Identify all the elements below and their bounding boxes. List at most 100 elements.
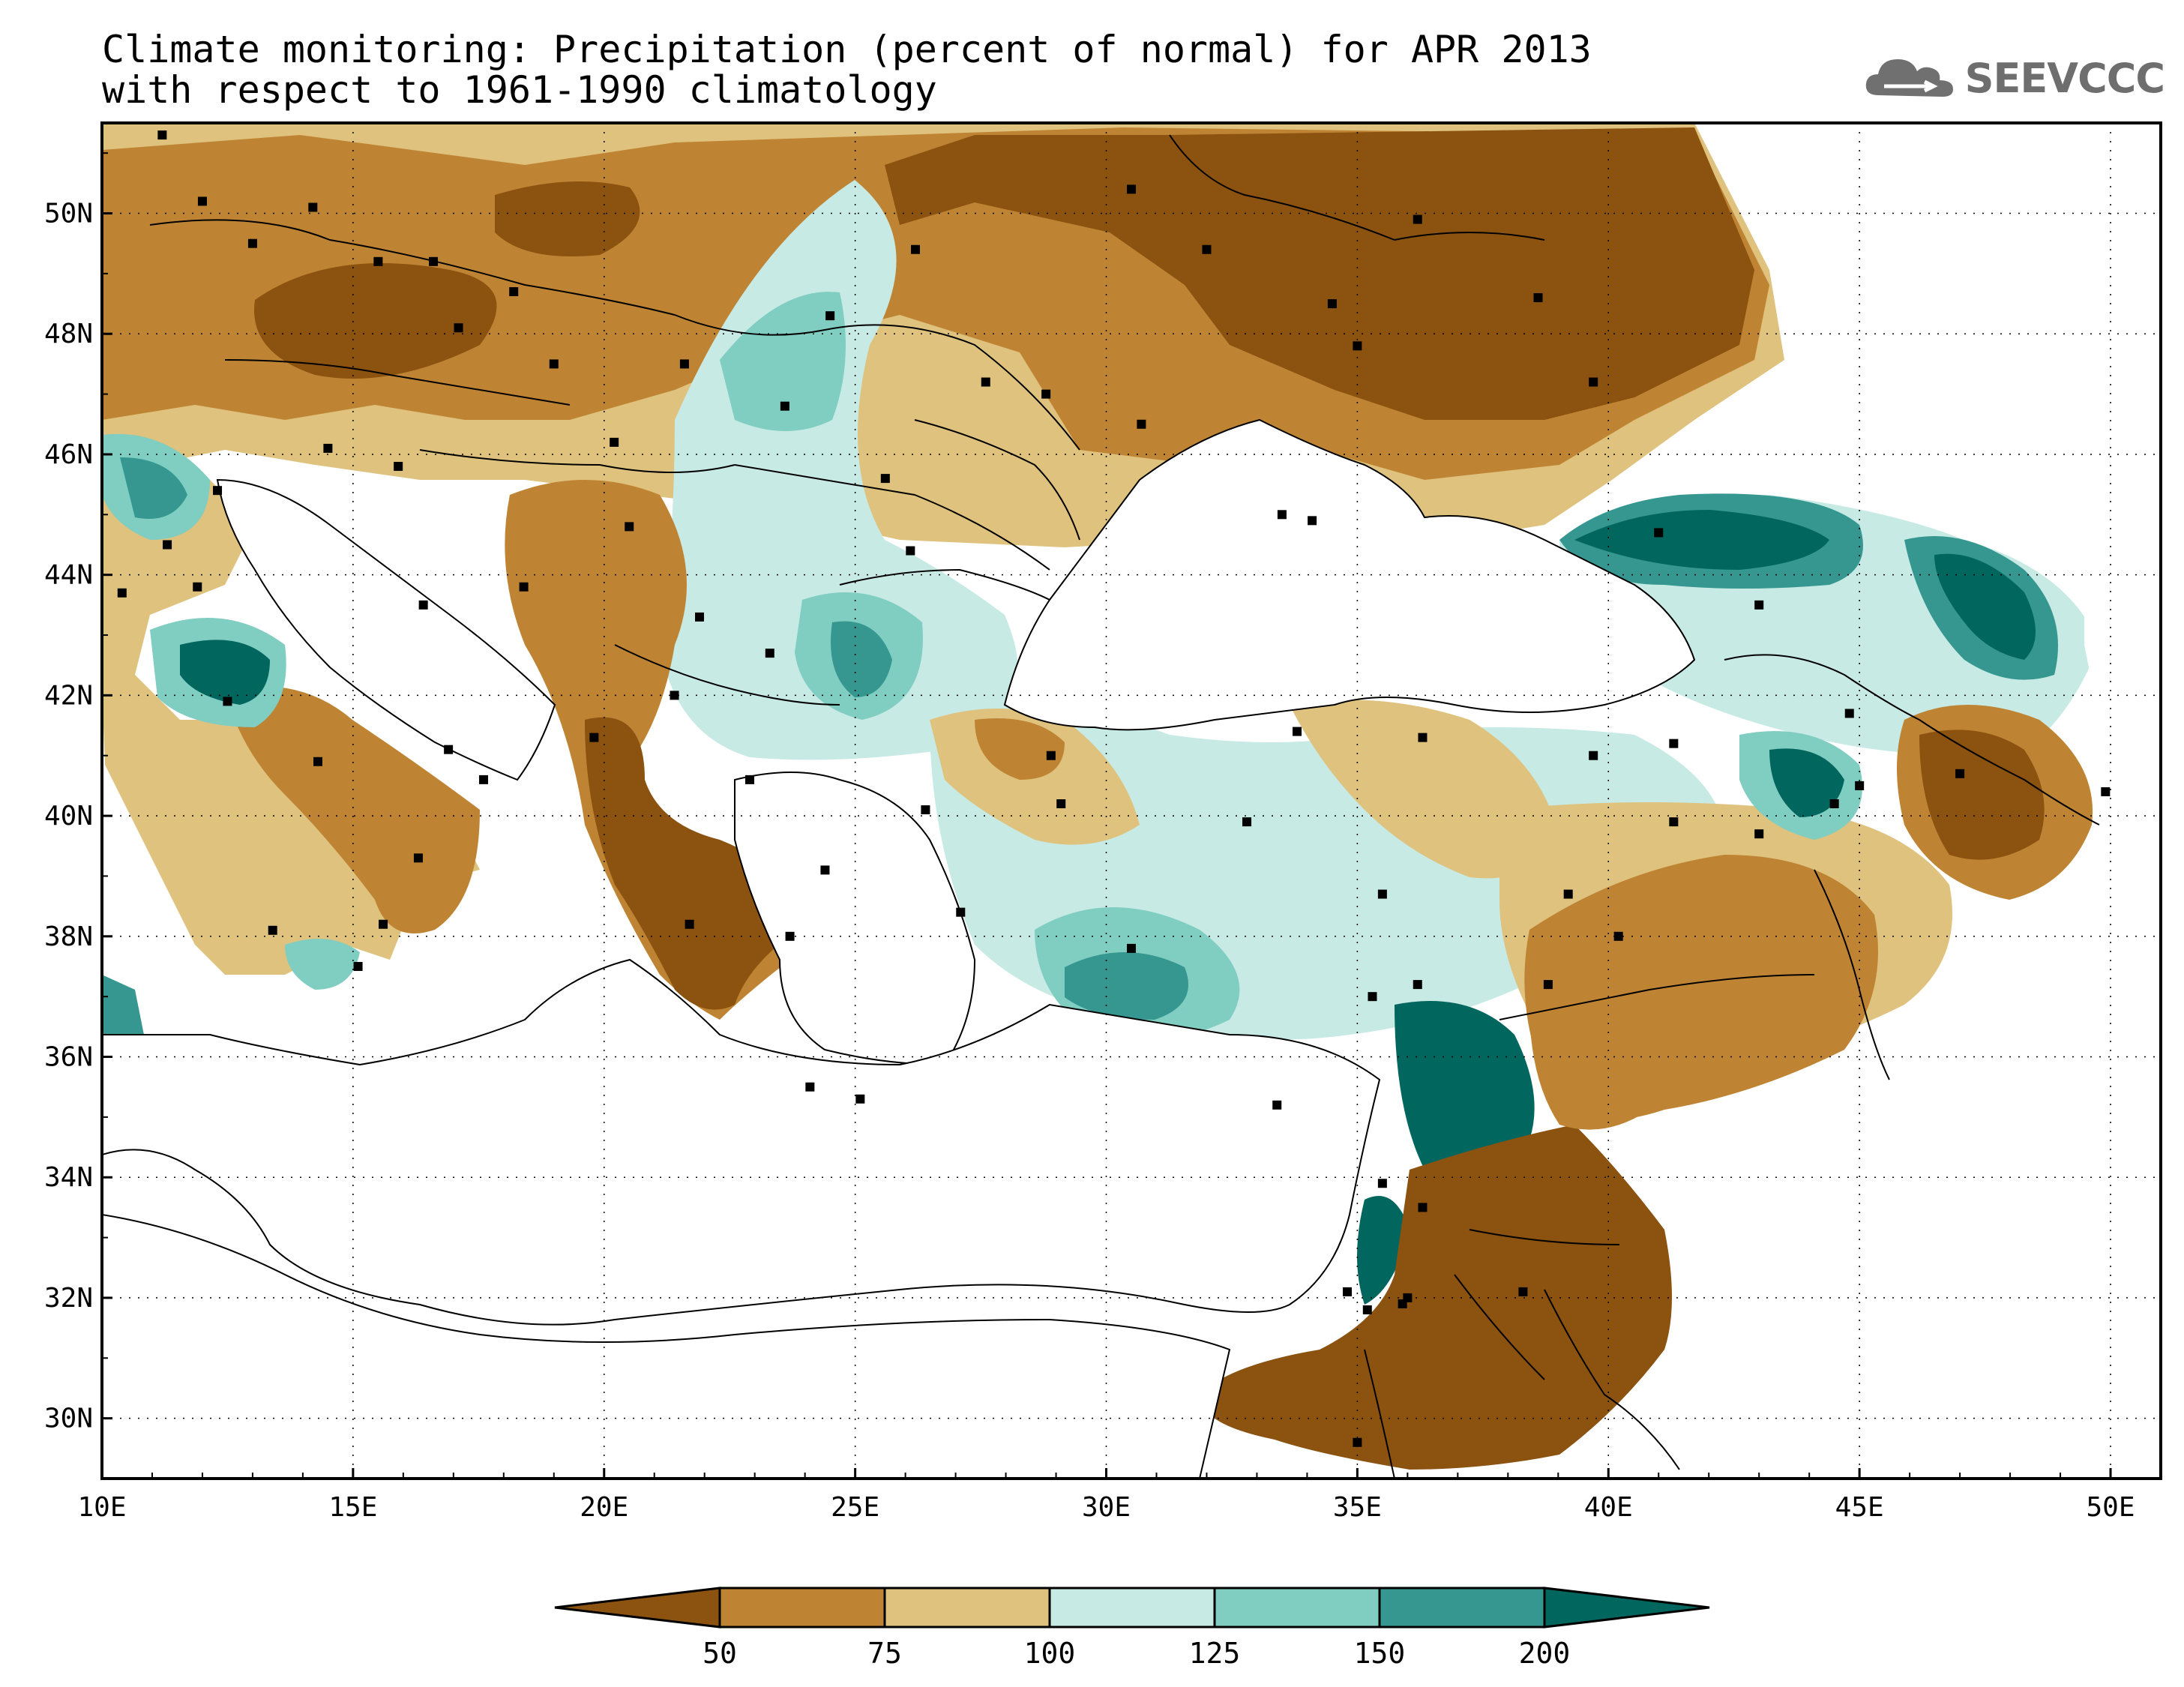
colorbar-label: 125 [1189, 1637, 1241, 1670]
station-marker [509, 286, 519, 296]
station-marker [1308, 516, 1317, 526]
caspian-sea [2084, 450, 2161, 810]
precip-area-125-150-sicily [285, 939, 360, 990]
station-marker [268, 925, 277, 935]
y-axis: 30N 32N 34N 36N 38N 40N 42N 44N 46N 48N 50N [44, 152, 112, 1434]
y-tick-label: 48N [44, 319, 93, 349]
station-marker [921, 805, 930, 815]
station-marker [1127, 184, 1136, 194]
precip-area-50-75-italy [225, 686, 480, 933]
precip-area-lt50-greece [585, 717, 810, 1010]
station-marker [197, 196, 207, 206]
station-marker [313, 757, 322, 766]
station-marker [685, 919, 694, 929]
station-marker [213, 486, 223, 496]
country-borders [149, 134, 2100, 1479]
station-marker [1754, 829, 1764, 839]
x-axis: 10E 15E 20E 25E 30E 35E 40E 45E 50E [77, 1468, 2162, 1523]
station-marker [223, 697, 232, 706]
seevccc-logo: SEEVCCC [1862, 48, 2165, 108]
cloud-logo-icon [1865, 59, 1953, 97]
precip-area-lt50-carpathian [254, 263, 497, 379]
station-marker [479, 775, 489, 784]
station-marker [1202, 244, 1212, 254]
y-tick-label: 46N [44, 439, 93, 470]
station-marker [1353, 1437, 1362, 1447]
station-marker [880, 474, 890, 484]
station-marker [825, 311, 835, 321]
station-marker [1413, 214, 1422, 224]
station-marker [394, 462, 403, 472]
precip-area-150-200-turkey-south [1065, 952, 1188, 1020]
precip-area-50-75-levant [1529, 990, 1655, 1130]
station-marker [1293, 727, 1302, 736]
station-marker [625, 522, 634, 532]
precip-area-gt200-caucasus [1574, 510, 1829, 570]
precip-area-lt50-north [885, 127, 1754, 420]
station-marker [695, 612, 705, 622]
station-marker [1041, 389, 1051, 399]
station-marker [1362, 1305, 1372, 1315]
station-marker [353, 961, 363, 971]
station-marker [163, 540, 172, 550]
station-marker [679, 359, 689, 369]
station-marker [1533, 293, 1543, 303]
station-marker [1754, 600, 1764, 610]
colorbar-box [1213, 1587, 1381, 1629]
station-marker [1046, 751, 1056, 760]
station-marker [323, 443, 333, 453]
logo-text: SEEVCCC [1964, 54, 2165, 102]
colorbar-box [883, 1587, 1051, 1629]
station-marker [1377, 889, 1387, 899]
colorbar-extend-high [1543, 1587, 1710, 1629]
station-marker [413, 853, 423, 863]
x-tick-label: 45E [1835, 1492, 1884, 1523]
station-marker [418, 600, 428, 610]
station-marker [1669, 739, 1679, 748]
precip-area-gt200-italy [180, 640, 270, 705]
precip-area-gt200-georgia [1934, 553, 2036, 660]
colorbar-label: 100 [1024, 1637, 1076, 1670]
station-marker [1272, 1100, 1282, 1110]
colorbar-label: 50 [703, 1637, 737, 1670]
station-marker [1829, 799, 1839, 809]
station-marker [1137, 419, 1146, 429]
map-field [102, 123, 2161, 1479]
precip-area-lt50-levant [1200, 1125, 1672, 1470]
station-marker [906, 546, 915, 556]
station-marker [1563, 889, 1573, 899]
precip-area-gt200-armenia-w [1769, 748, 1844, 817]
station-marker [981, 377, 990, 387]
x-tick-label: 20E [580, 1492, 628, 1523]
station-marker [1955, 769, 1965, 778]
station-marker [670, 691, 679, 700]
station-marker [444, 745, 454, 754]
station-marker [193, 582, 202, 592]
station-marker [1242, 817, 1252, 827]
y-tick-label: 30N [44, 1404, 93, 1434]
station-marker [1654, 528, 1664, 538]
precip-area-150-200-bulgaria [831, 621, 892, 697]
station-marker [1855, 781, 1865, 790]
map-title-line-1: Climate monitoring: Precipitation (perce… [102, 28, 1592, 71]
black-sea [1003, 418, 1696, 731]
station-marker [1844, 709, 1854, 718]
station-marker [2101, 787, 2111, 796]
station-marker [1418, 733, 1428, 742]
station-marker [911, 244, 921, 254]
y-tick-label: 40N [44, 801, 93, 832]
y-tick-label: 32N [44, 1283, 93, 1314]
station-marker [1413, 980, 1422, 990]
station-marker [1327, 299, 1337, 309]
station-marker [765, 649, 774, 658]
station-marker [1589, 377, 1598, 387]
x-tick-label: 30E [1082, 1492, 1131, 1523]
station-marker [373, 256, 383, 266]
station-markers [117, 130, 2111, 1447]
y-tick-label: 38N [44, 921, 93, 952]
station-marker [785, 931, 795, 941]
station-marker [744, 775, 754, 784]
x-tick-label: 35E [1333, 1492, 1382, 1523]
station-marker [1613, 931, 1623, 941]
colorbar: 50 75 100 125 150 200 [554, 1587, 1710, 1670]
